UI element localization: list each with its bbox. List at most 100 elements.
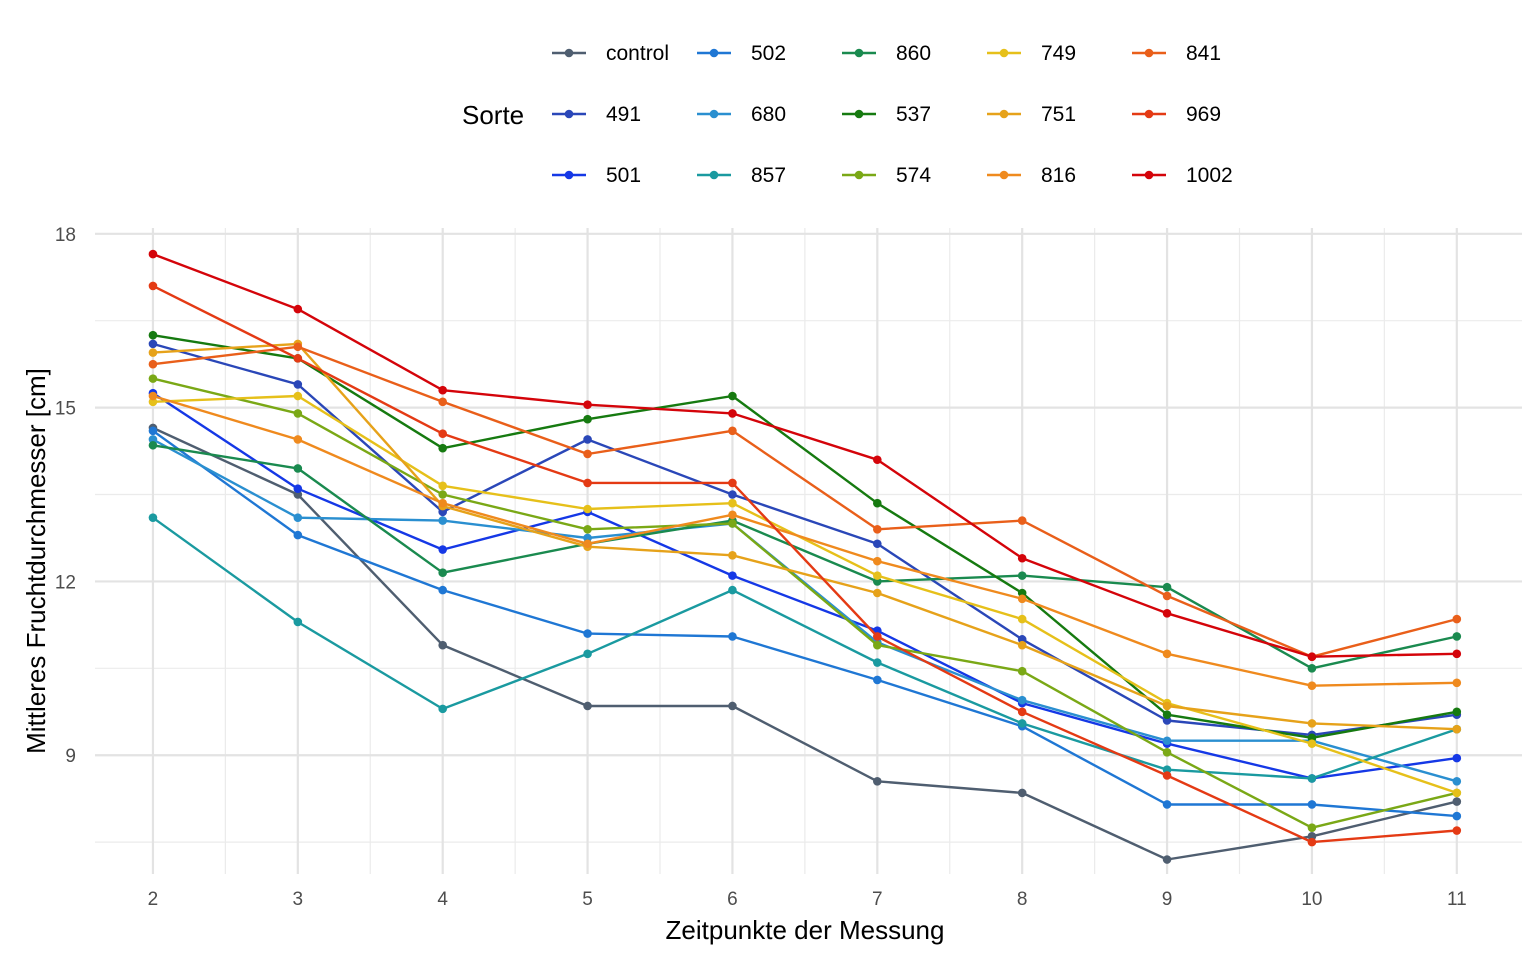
legend-label: 1002 <box>1186 164 1233 187</box>
series-969 <box>148 281 1462 847</box>
legend-item-574: 574 <box>842 164 931 187</box>
data-point <box>583 504 592 514</box>
data-point <box>728 391 737 401</box>
data-point <box>583 629 592 638</box>
data-point <box>1452 678 1462 688</box>
grid-lines <box>95 228 1522 874</box>
legend-item-751: 751 <box>987 103 1076 126</box>
legend-label: 749 <box>1041 42 1076 65</box>
data-point <box>293 530 303 540</box>
x-tick-label: 4 <box>437 889 448 910</box>
legend-key-point <box>999 109 1009 119</box>
x-axis-title: Zeitpunkte der Messung <box>666 915 945 945</box>
data-point <box>728 519 737 528</box>
data-point <box>148 249 158 259</box>
legend-key-point <box>1144 170 1154 180</box>
data-point <box>1017 640 1027 650</box>
data-point <box>438 490 447 499</box>
data-point <box>1162 855 1172 864</box>
legend-key-point <box>709 170 719 180</box>
data-point <box>583 649 592 659</box>
data-point <box>438 443 447 453</box>
data-point <box>583 414 592 424</box>
data-point <box>583 701 592 711</box>
data-point <box>438 429 447 438</box>
x-tick-label: 2 <box>148 889 159 910</box>
data-point <box>583 449 592 459</box>
data-point <box>1452 707 1462 717</box>
data-point <box>1017 719 1027 728</box>
data-point <box>873 498 882 508</box>
data-point <box>293 391 303 401</box>
data-point <box>1452 797 1462 806</box>
data-point <box>583 539 592 549</box>
data-point <box>1162 710 1172 719</box>
legend-label: 502 <box>751 42 786 65</box>
data-point <box>1452 777 1462 786</box>
data-point <box>873 640 882 650</box>
legend-label: 860 <box>896 42 931 65</box>
legend-item-501: 501 <box>552 164 641 187</box>
legend-item-969: 969 <box>1132 103 1221 126</box>
data-point <box>1162 736 1172 746</box>
data-point <box>1307 681 1317 691</box>
legend-title: Sorte <box>462 100 524 130</box>
series-line-969 <box>152 284 1457 844</box>
data-point <box>1307 837 1317 847</box>
data-point <box>1162 748 1172 757</box>
data-point <box>583 435 592 444</box>
x-tick-label: 8 <box>1017 889 1028 910</box>
legend-key-point <box>854 170 864 180</box>
legend-label: 969 <box>1186 103 1221 126</box>
legend-key-point <box>999 48 1009 58</box>
series-574 <box>148 374 1462 832</box>
data-point <box>438 545 447 554</box>
data-point <box>1017 695 1027 705</box>
data-point <box>873 588 882 598</box>
data-point <box>293 464 303 473</box>
data-point <box>148 391 158 401</box>
data-point <box>1307 823 1317 832</box>
data-point <box>1452 632 1462 641</box>
legend-label: 841 <box>1186 42 1221 65</box>
data-point <box>728 632 737 641</box>
data-point <box>1307 800 1317 809</box>
data-point <box>148 281 158 291</box>
data-point <box>438 568 447 578</box>
data-point <box>148 440 158 450</box>
legend-item-860: 860 <box>842 42 931 65</box>
legend-item-502: 502 <box>697 42 786 65</box>
data-point <box>728 701 737 711</box>
data-point <box>583 400 592 410</box>
data-point <box>1452 811 1462 821</box>
series-line-841 <box>152 345 1458 658</box>
legend-key-point <box>1144 48 1154 58</box>
legend-key-point <box>854 109 864 119</box>
legend-item-857: 857 <box>697 164 786 187</box>
data-point <box>438 385 447 395</box>
legend-label: 857 <box>751 164 786 187</box>
data-point <box>1017 788 1027 798</box>
legend-key-point <box>709 109 719 119</box>
legend-key-point <box>564 170 574 180</box>
data-point <box>873 524 882 534</box>
data-point <box>148 513 158 522</box>
data-point <box>1452 649 1462 659</box>
legend-key-point <box>854 48 864 58</box>
legend-key-point <box>709 48 719 58</box>
series-line-502 <box>152 429 1457 818</box>
data-point <box>873 455 882 465</box>
legend-label: 574 <box>896 164 931 187</box>
data-point <box>728 571 737 580</box>
legend-key-point <box>999 170 1009 180</box>
data-point <box>438 498 447 508</box>
data-point <box>1162 701 1172 711</box>
legend-item-491: 491 <box>552 103 641 126</box>
data-point <box>293 409 303 418</box>
data-point <box>293 380 303 389</box>
data-point <box>1017 666 1027 676</box>
series-line-574 <box>152 377 1458 829</box>
legend-key-point <box>564 109 574 119</box>
data-point <box>1162 608 1172 618</box>
